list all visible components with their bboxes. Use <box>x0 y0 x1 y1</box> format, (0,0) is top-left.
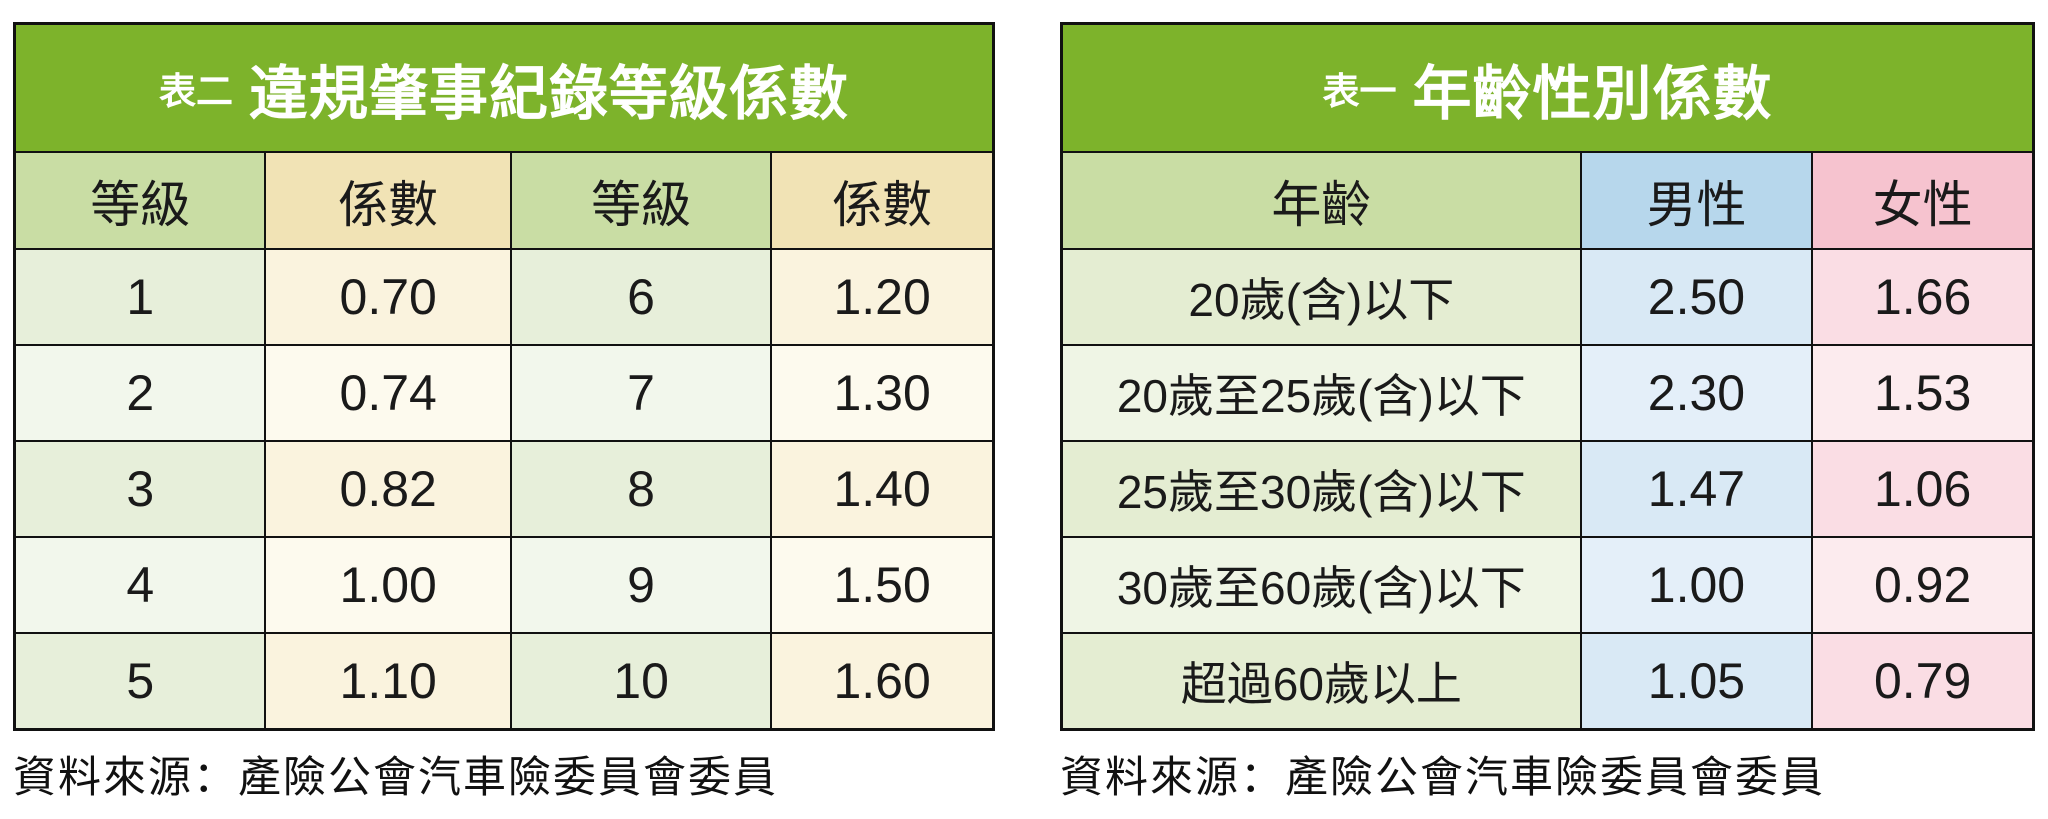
violation-table-source: 資料來源：產險公會汽車險委員會委員 <box>13 753 778 803</box>
female-coeff-cell: 1.66 <box>1813 250 2032 344</box>
grade-cell: 9 <box>511 538 771 632</box>
age-band-cell: 20歲(含)以下 <box>1063 250 1580 344</box>
male-coeff-cell: 1.47 <box>1581 442 1812 536</box>
grade-cell: 1 <box>16 250 265 344</box>
column-header-coeff-1: 係數 <box>266 153 510 248</box>
column-header-female: 女性 <box>1813 153 2032 248</box>
grade-cell: 5 <box>16 634 265 728</box>
coeff-cell: 1.00 <box>266 538 510 632</box>
coeff-cell: 0.82 <box>266 442 510 536</box>
violation-table-title: 違規肇事紀錄等級係數 <box>248 60 849 127</box>
column-header-age: 年齡 <box>1063 153 1580 248</box>
coeff-cell: 1.10 <box>266 634 510 728</box>
age-gender-table-grid: 年齡 男性 女性 20歲(含)以下 2.50 1.66 20歲至25歲(含)以下… <box>1063 151 2032 728</box>
age-band-cell: 20歲至25歲(含)以下 <box>1063 346 1580 440</box>
column-header-grade-2: 等級 <box>511 153 771 248</box>
violation-table: 表二 違規肇事紀錄等級係數 等級 係數 等級 係數 1 0.70 6 1.20 … <box>13 22 995 731</box>
grade-cell: 10 <box>511 634 771 728</box>
coeff-cell: 0.74 <box>266 346 510 440</box>
age-gender-table-title: 年齡性別係數 <box>1412 60 1773 127</box>
age-band-cell: 30歲至60歲(含)以下 <box>1063 538 1580 632</box>
age-gender-table-tag: 表一 <box>1322 71 1397 112</box>
coeff-cell: 1.30 <box>772 346 992 440</box>
grade-cell: 2 <box>16 346 265 440</box>
age-band-cell: 25歲至30歲(含)以下 <box>1063 442 1580 536</box>
grade-cell: 6 <box>511 250 771 344</box>
female-coeff-cell: 1.53 <box>1813 346 2032 440</box>
violation-table-grid: 等級 係數 等級 係數 1 0.70 6 1.20 2 0.74 7 1.30 … <box>16 151 992 728</box>
coeff-cell: 1.60 <box>772 634 992 728</box>
column-header-coeff-2: 係數 <box>772 153 992 248</box>
male-coeff-cell: 2.50 <box>1581 250 1812 344</box>
grade-cell: 3 <box>16 442 265 536</box>
age-band-cell: 超過60歲以上 <box>1063 634 1580 728</box>
coeff-cell: 1.50 <box>772 538 992 632</box>
male-coeff-cell: 1.05 <box>1581 634 1812 728</box>
violation-table-title-bar: 表二 違規肇事紀錄等級係數 <box>16 25 992 151</box>
age-gender-table-title-bar: 表一 年齡性別係數 <box>1063 25 2032 151</box>
age-gender-table-section: 表一 年齡性別係數 年齡 男性 女性 20歲(含)以下 2.50 1.66 20… <box>1060 22 2035 805</box>
grade-cell: 8 <box>511 442 771 536</box>
female-coeff-cell: 0.92 <box>1813 538 2032 632</box>
male-coeff-cell: 1.00 <box>1581 538 1812 632</box>
violation-table-tag: 表二 <box>158 71 233 112</box>
coeff-cell: 0.70 <box>266 250 510 344</box>
age-gender-table-source: 資料來源：產險公會汽車險委員會委員 <box>1060 753 1825 803</box>
female-coeff-cell: 0.79 <box>1813 634 2032 728</box>
grade-cell: 7 <box>511 346 771 440</box>
coeff-cell: 1.20 <box>772 250 992 344</box>
male-coeff-cell: 2.30 <box>1581 346 1812 440</box>
grade-cell: 4 <box>16 538 265 632</box>
column-header-grade-1: 等級 <box>16 153 265 248</box>
column-header-male: 男性 <box>1581 153 1812 248</box>
age-gender-table: 表一 年齡性別係數 年齡 男性 女性 20歲(含)以下 2.50 1.66 20… <box>1060 22 2035 731</box>
female-coeff-cell: 1.06 <box>1813 442 2032 536</box>
coeff-cell: 1.40 <box>772 442 992 536</box>
violation-table-section: 表二 違規肇事紀錄等級係數 等級 係數 等級 係數 1 0.70 6 1.20 … <box>13 22 995 805</box>
